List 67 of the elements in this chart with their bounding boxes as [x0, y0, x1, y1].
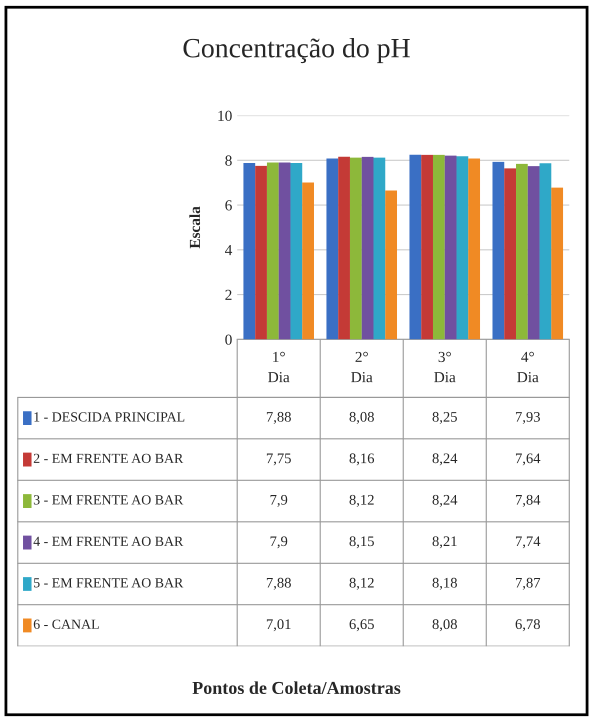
data-label: 6,65 [350, 619, 374, 632]
bar [362, 156, 374, 340]
data-label: 8,12 [350, 578, 374, 590]
y-tick-label: 6 [225, 200, 232, 210]
data-label: 7,75 [266, 454, 291, 466]
bar [421, 154, 433, 340]
data-label: 8,24 [432, 453, 458, 466]
bar [432, 154, 445, 340]
bar [338, 156, 350, 340]
data-label: 8,12 [350, 494, 374, 507]
x-tick-label: 3° Dia [434, 352, 456, 382]
y-axis-title: Escala [189, 206, 200, 248]
bar [456, 156, 468, 340]
bar [326, 158, 338, 340]
data-label: 7,84 [516, 494, 540, 507]
data-label: 7,88 [266, 412, 291, 424]
bar [255, 166, 267, 340]
bar [516, 164, 528, 340]
legend-label: 2 - EM FRENTE AO BAR [34, 454, 184, 464]
bar [290, 162, 302, 340]
x-tick-label: 1° Dia [268, 352, 290, 382]
bar [373, 158, 386, 340]
legend-label: 4 - EM FRENTE AO BAR [33, 536, 184, 546]
data-label: 6,78 [516, 619, 540, 632]
legend-label: 1 - DESCIDA PRINCIPAL [34, 412, 184, 422]
y-tick-label: 0 [225, 334, 232, 345]
y-tick-label: 8 [225, 155, 232, 166]
text: Pontos de Coleta/Amostras [192, 681, 400, 694]
data-label: 8,08 [350, 412, 374, 424]
data-label: 8,18 [432, 578, 457, 590]
bar [540, 163, 552, 340]
data-label: 7,93 [516, 412, 540, 424]
bar [278, 162, 290, 340]
y-tick-label: 2 [225, 290, 232, 300]
bar [385, 190, 398, 340]
data-label: 7,9 [270, 494, 288, 507]
chart-title: Concentração do pH [183, 38, 410, 64]
data-label: 7,74 [516, 536, 540, 548]
data-label: 7,01 [266, 619, 291, 632]
data-label: 8,21 [432, 536, 457, 548]
data-label: 8,24 [432, 494, 458, 507]
bar [528, 166, 540, 340]
bar [444, 156, 457, 340]
y-tick-label: 4 [225, 245, 232, 256]
bar [504, 168, 516, 340]
bar [468, 158, 480, 340]
data-label: 8,16 [350, 453, 374, 466]
data-label: 7,87 [516, 578, 540, 590]
data-label: 7,64 [516, 453, 540, 466]
data-label: 8,15 [350, 536, 374, 548]
bar [243, 162, 256, 340]
bar [266, 162, 279, 340]
bar [409, 154, 422, 340]
y-tick-label: 10 [218, 110, 232, 121]
bar [302, 182, 314, 340]
legend-label: 6 - CANAL [34, 620, 99, 629]
bar [350, 158, 362, 340]
bar [551, 188, 564, 340]
data-label: 8,08 [432, 619, 457, 632]
bar [492, 162, 504, 340]
x-tick-label: 4° Dia [517, 352, 539, 382]
data-label: 7,88 [266, 578, 291, 590]
data-label: 8,25 [432, 412, 457, 424]
legend-label: 5 - EM FRENTE AO BAR [34, 578, 184, 588]
legend-label: 3 - EM FRENTE AO BAR [34, 495, 184, 505]
data-label: 7,9 [270, 536, 288, 548]
x-tick-label: 2° Dia [351, 352, 373, 382]
